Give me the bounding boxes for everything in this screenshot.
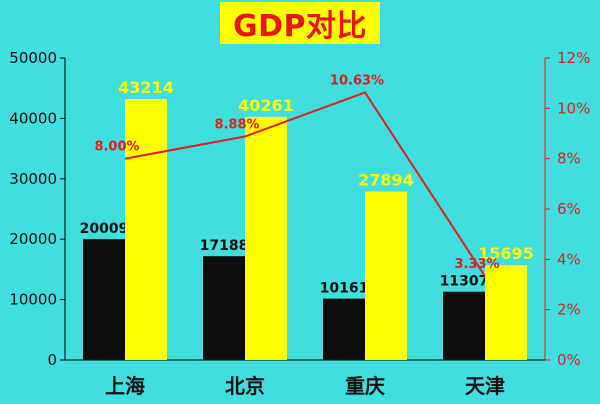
right-tick-label: 10% [557,99,590,117]
right-tick-label: 4% [557,250,581,268]
category-label: 上海 [105,374,145,398]
bar-series2-label: 15695 [478,244,534,263]
growth-point-label: 8.88% [214,118,259,133]
bar-series2 [365,191,407,360]
bar-series1-label: 11307 [440,274,489,290]
bar-series2 [125,98,167,361]
category-label: 天津 [465,374,505,398]
bar-series2 [485,265,527,360]
bar-series1 [203,256,245,360]
chart-title-box: GDP对比 [220,2,380,44]
growth-point-label: 8.00% [94,140,139,155]
left-tick-label: 10000 [9,291,57,309]
left-tick-label: 0 [47,351,57,369]
left-tick-label: 50000 [9,49,57,67]
left-tick-label: 40000 [9,109,57,127]
category-label: 重庆 [345,374,385,398]
growth-point-label: 3.33% [454,257,499,272]
category-label: 北京 [225,374,265,398]
bar-series2 [245,116,287,360]
bar-series1 [323,298,365,360]
left-tick-label: 30000 [9,170,57,188]
bar-series2-label: 43214 [118,78,174,97]
chart-title: GDP对比 [232,9,367,44]
bar-series1-label: 20009 [80,221,129,237]
right-tick-label: 2% [557,301,581,319]
bar-series1-label: 17188 [200,238,249,254]
bar-series1-label: 10161 [320,281,369,297]
bar-series2-label: 40261 [238,96,294,115]
right-tick-label: 8% [557,150,581,168]
left-tick-label: 20000 [9,230,57,248]
right-tick-label: 12% [557,49,590,67]
bar-series2-label: 27894 [358,171,414,190]
bar-series1 [83,239,125,360]
right-tick-label: 0% [557,351,581,369]
right-tick-label: 6% [557,200,581,218]
bar-series1 [443,291,485,360]
growth-point-label: 10.63% [330,73,384,88]
growth-line [124,91,486,277]
